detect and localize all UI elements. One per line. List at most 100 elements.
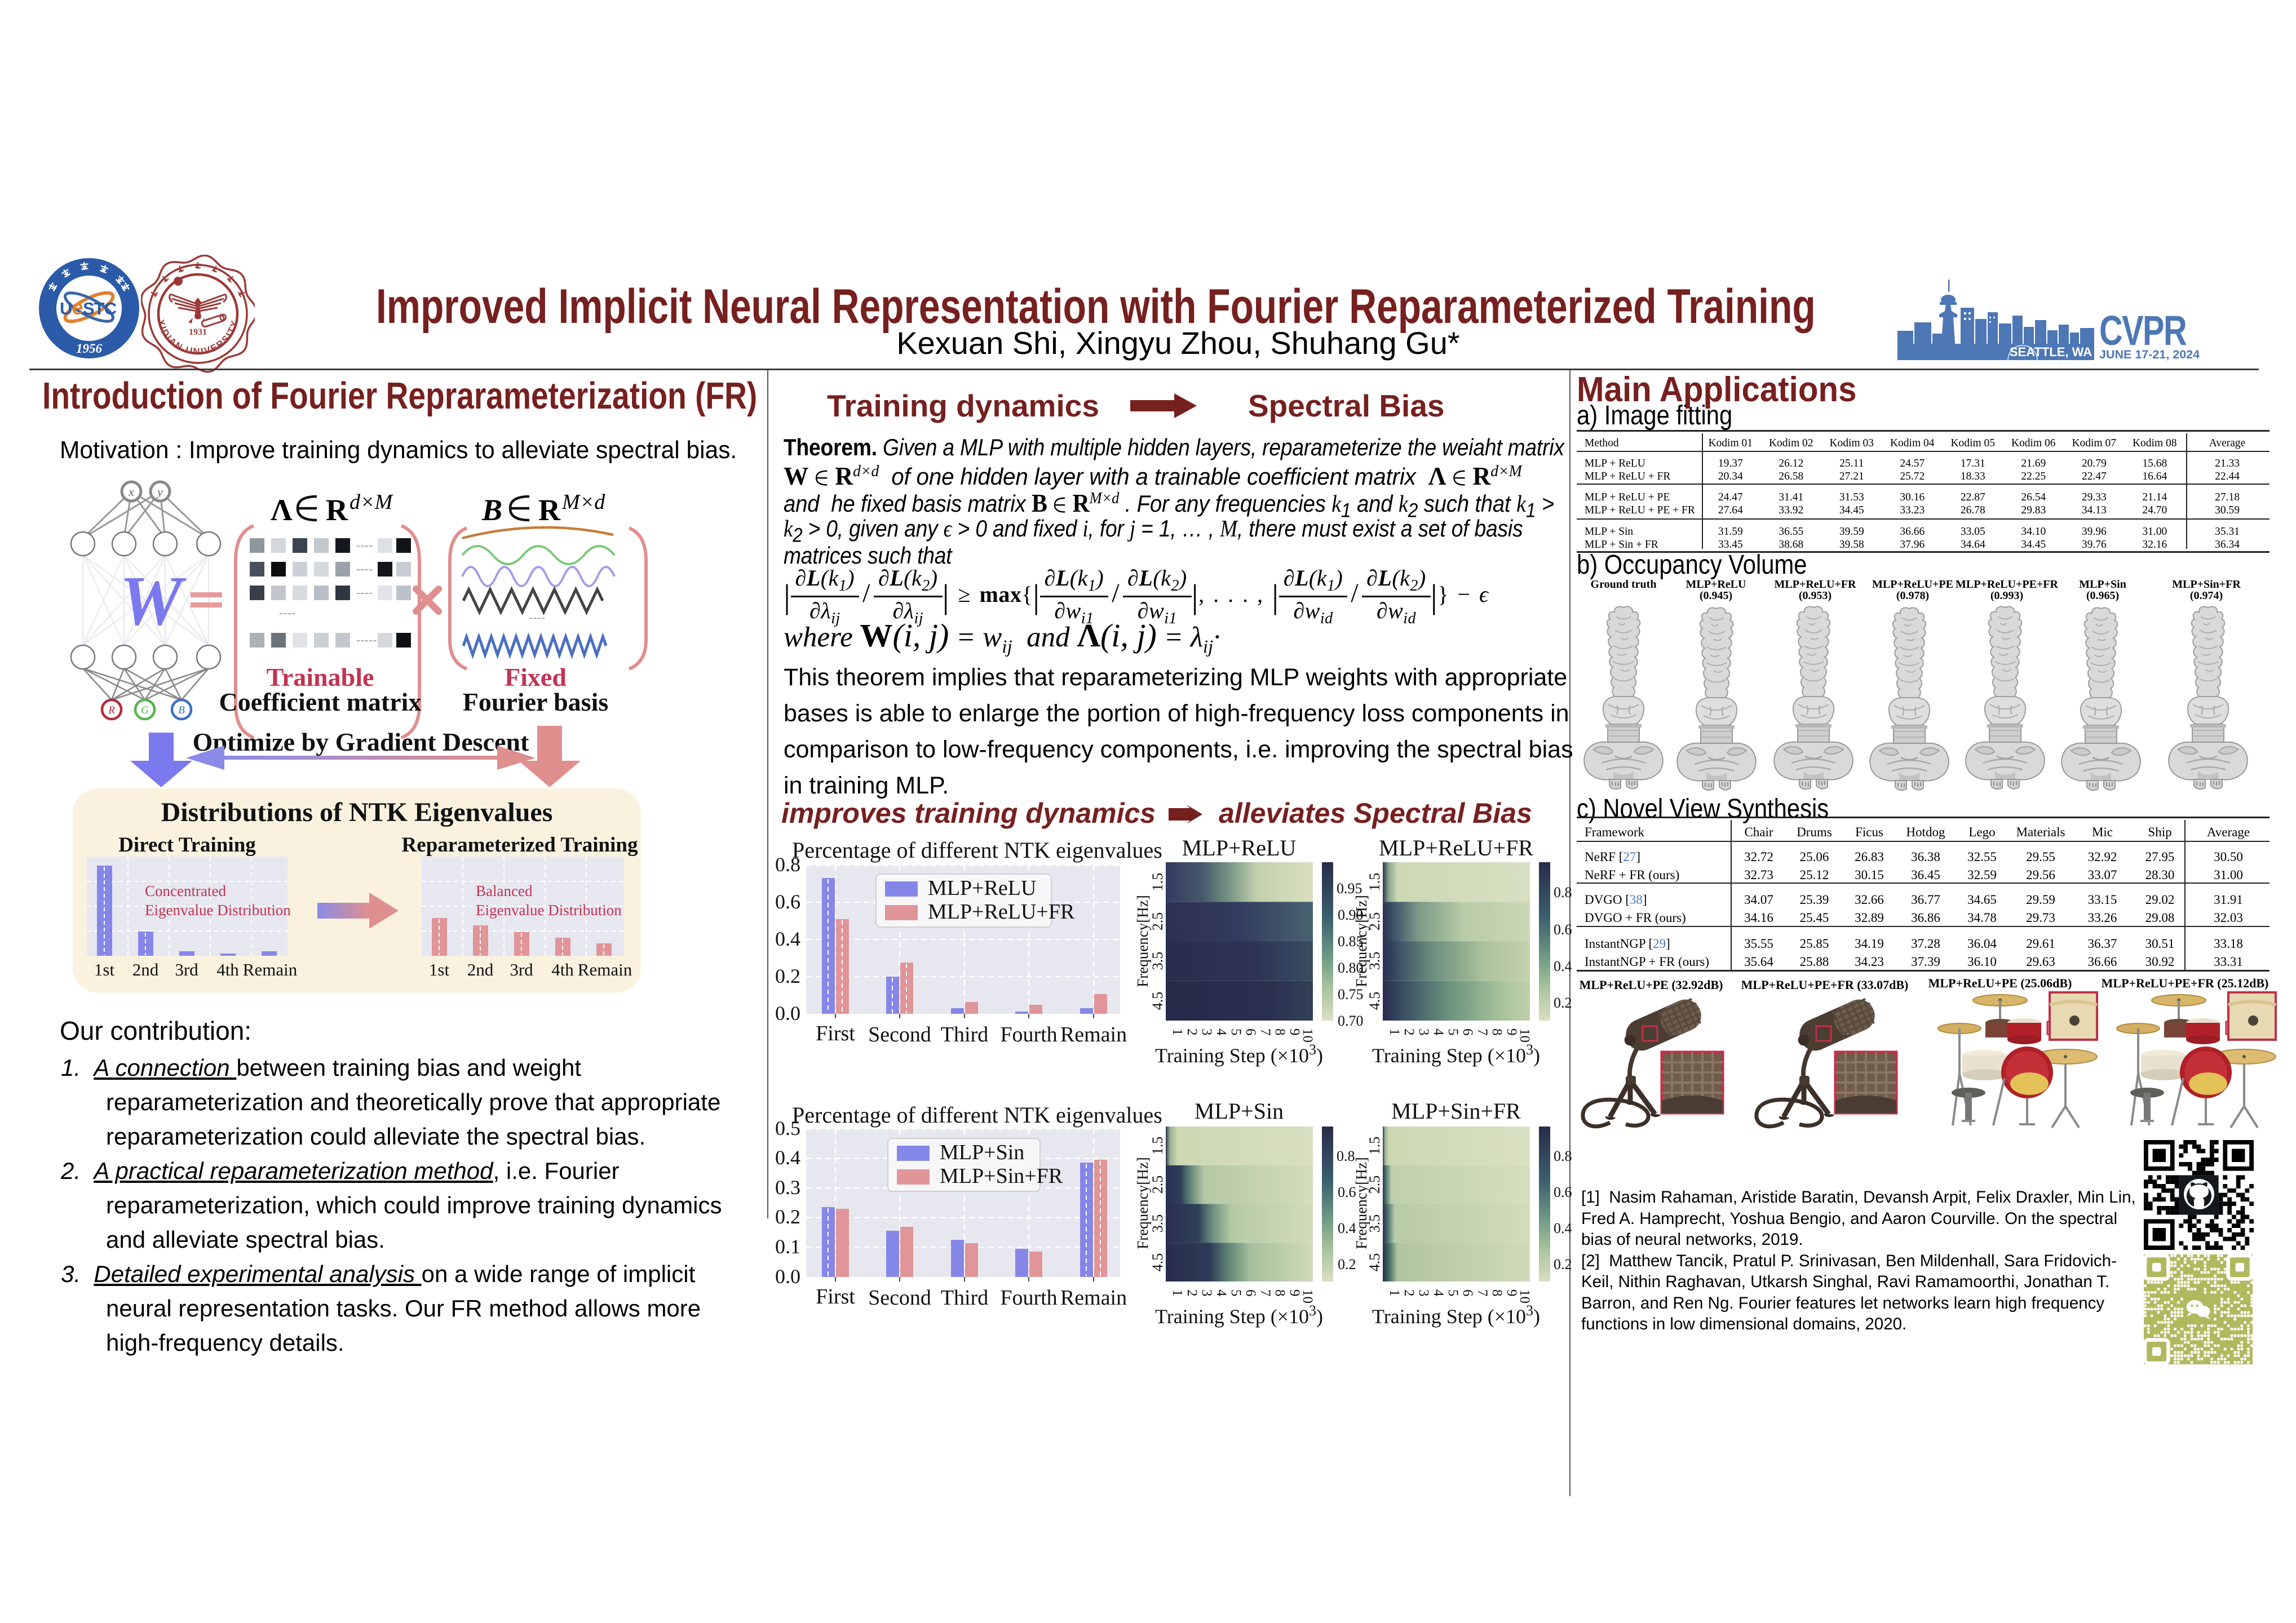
svg-text:1956: 1956 <box>76 342 103 356</box>
svg-text:Training Step (×103): Training Step (×103) <box>1372 1302 1540 1328</box>
svg-text:R: R <box>108 704 115 716</box>
svg-text:3: 3 <box>1199 1028 1214 1036</box>
svg-text:5: 5 <box>1445 1028 1461 1036</box>
svg-text:2nd: 2nd <box>467 960 494 979</box>
svg-text:0.2: 0.2 <box>775 965 800 987</box>
svg-text:3rd: 3rd <box>510 960 533 979</box>
svg-text:0.70: 0.70 <box>1338 1013 1364 1029</box>
svg-text:9: 9 <box>1504 1028 1519 1036</box>
svg-text:0.0: 0.0 <box>775 1002 800 1025</box>
svg-text:4: 4 <box>1214 1289 1229 1297</box>
svg-text:0.2: 0.2 <box>775 1205 800 1228</box>
svg-text:MLP+ReLU+FR: MLP+ReLU+FR <box>1379 835 1533 861</box>
svg-text:R: R <box>326 493 348 527</box>
svg-text:3.5: 3.5 <box>1149 1214 1166 1233</box>
svg-text:4th: 4th <box>551 960 574 979</box>
svg-text:0.2: 0.2 <box>1338 1256 1356 1272</box>
svg-text:Third: Third <box>941 1023 988 1046</box>
svg-text:Frequency[Hz]: Frequency[Hz] <box>1134 895 1151 987</box>
svg-text:9: 9 <box>1287 1289 1302 1297</box>
svg-text:7: 7 <box>1475 1289 1490 1297</box>
svg-text:0.90: 0.90 <box>1338 907 1364 923</box>
svg-text:7: 7 <box>1475 1028 1490 1036</box>
svg-text:3.5: 3.5 <box>1366 1214 1383 1233</box>
svg-text:Optimize by Gradient Descent: Optimize by Gradient Descent <box>193 728 529 756</box>
svg-text:----: ---- <box>356 562 373 576</box>
svg-text:2: 2 <box>1401 1028 1417 1036</box>
svg-text:8: 8 <box>1489 1028 1505 1036</box>
svg-text:SEATTLE, WA: SEATTLE, WA <box>2010 345 2092 359</box>
svg-text:2.5: 2.5 <box>1366 912 1383 931</box>
svg-text:0.0: 0.0 <box>775 1265 800 1288</box>
svg-text:0.8: 0.8 <box>1554 1148 1572 1164</box>
svg-text:MLP+ReLU: MLP+ReLU <box>1182 835 1297 861</box>
svg-text:0.1: 0.1 <box>775 1235 800 1258</box>
svg-text:10: 10 <box>1517 1028 1532 1043</box>
svg-text:MLP+ReLU: MLP+ReLU <box>928 876 1036 900</box>
svg-text:R: R <box>538 493 561 527</box>
svg-text:Percentage of different NTK ei: Percentage of different NTK eigenvalues <box>792 1102 1162 1128</box>
svg-text:1: 1 <box>1170 1289 1185 1297</box>
svg-text:3: 3 <box>1416 1289 1431 1297</box>
svg-text:4.5: 4.5 <box>1149 992 1166 1010</box>
svg-text:2: 2 <box>1401 1289 1417 1297</box>
svg-text:0.5: 0.5 <box>775 1117 800 1139</box>
svg-text:1: 1 <box>1387 1289 1402 1297</box>
svg-text:0.4: 0.4 <box>1554 958 1572 974</box>
svg-text:3rd: 3rd <box>175 960 198 979</box>
svg-text:6: 6 <box>1460 1028 1475 1036</box>
svg-text:9: 9 <box>1287 1028 1302 1036</box>
svg-text:0.8: 0.8 <box>1337 1148 1355 1164</box>
svg-text:10: 10 <box>1517 1289 1532 1303</box>
svg-text:2nd: 2nd <box>132 960 159 979</box>
svg-text:Balanced: Balanced <box>476 883 533 899</box>
svg-text:7: 7 <box>1258 1028 1273 1036</box>
svg-text:Frequency[Hz]: Frequency[Hz] <box>1134 1157 1151 1249</box>
svg-text:0.8: 0.8 <box>1554 884 1572 901</box>
svg-text:Remain: Remain <box>1060 1286 1127 1310</box>
svg-text:6: 6 <box>1243 1028 1258 1036</box>
svg-text:10: 10 <box>1300 1289 1315 1303</box>
svg-text:----: ---- <box>279 606 295 620</box>
svg-text:10: 10 <box>1300 1028 1315 1043</box>
svg-text:4.5: 4.5 <box>1366 992 1383 1010</box>
svg-text:MLP+Sin+FR: MLP+Sin+FR <box>940 1164 1063 1188</box>
svg-text:8: 8 <box>1272 1028 1288 1036</box>
svg-text:-----: ----- <box>356 633 377 647</box>
svg-text:2: 2 <box>1184 1289 1200 1297</box>
svg-text:1931: 1931 <box>189 327 207 337</box>
svg-text:Second: Second <box>868 1286 931 1310</box>
svg-text:d×M: d×M <box>350 490 394 514</box>
svg-text:4.5: 4.5 <box>1149 1253 1166 1272</box>
svg-text:1.5: 1.5 <box>1149 873 1166 892</box>
svg-text:0.3: 0.3 <box>775 1176 800 1199</box>
svg-text:MLP+ReLU+FR: MLP+ReLU+FR <box>928 900 1075 924</box>
svg-text:0.75: 0.75 <box>1338 986 1364 1003</box>
svg-text:x: x <box>128 485 134 499</box>
svg-text:4: 4 <box>1431 1028 1446 1036</box>
svg-text:0.6: 0.6 <box>1554 921 1572 938</box>
svg-text:2.5: 2.5 <box>1366 1176 1383 1194</box>
svg-text:6: 6 <box>1243 1289 1258 1297</box>
svg-text:3: 3 <box>1416 1028 1431 1036</box>
svg-text:Second: Second <box>868 1023 931 1046</box>
svg-text:4.5: 4.5 <box>1366 1253 1383 1272</box>
svg-text:8: 8 <box>1489 1289 1505 1297</box>
svg-text:3.5: 3.5 <box>1366 952 1383 970</box>
svg-text:6: 6 <box>1460 1289 1475 1297</box>
svg-text:0.80: 0.80 <box>1338 960 1364 976</box>
svg-text:Remain: Remain <box>578 960 632 979</box>
svg-text:MLP+Sin+FR: MLP+Sin+FR <box>1391 1098 1521 1124</box>
svg-text:Percentage of different NTK ei: Percentage of different NTK eigenvalues <box>792 837 1162 863</box>
svg-text:0.6: 0.6 <box>1554 1184 1572 1200</box>
svg-text:1st: 1st <box>429 960 450 979</box>
svg-text:First: First <box>816 1285 855 1309</box>
svg-text:Training Step (×103): Training Step (×103) <box>1155 1041 1323 1067</box>
svg-text:B: B <box>481 493 502 527</box>
svg-text:0.95: 0.95 <box>1337 880 1362 897</box>
svg-text:4th: 4th <box>216 960 239 979</box>
svg-text:3: 3 <box>1199 1289 1214 1297</box>
svg-text:0.6: 0.6 <box>775 890 800 913</box>
svg-text:1: 1 <box>1170 1028 1185 1036</box>
svg-text:Training Step (×103): Training Step (×103) <box>1372 1041 1540 1067</box>
